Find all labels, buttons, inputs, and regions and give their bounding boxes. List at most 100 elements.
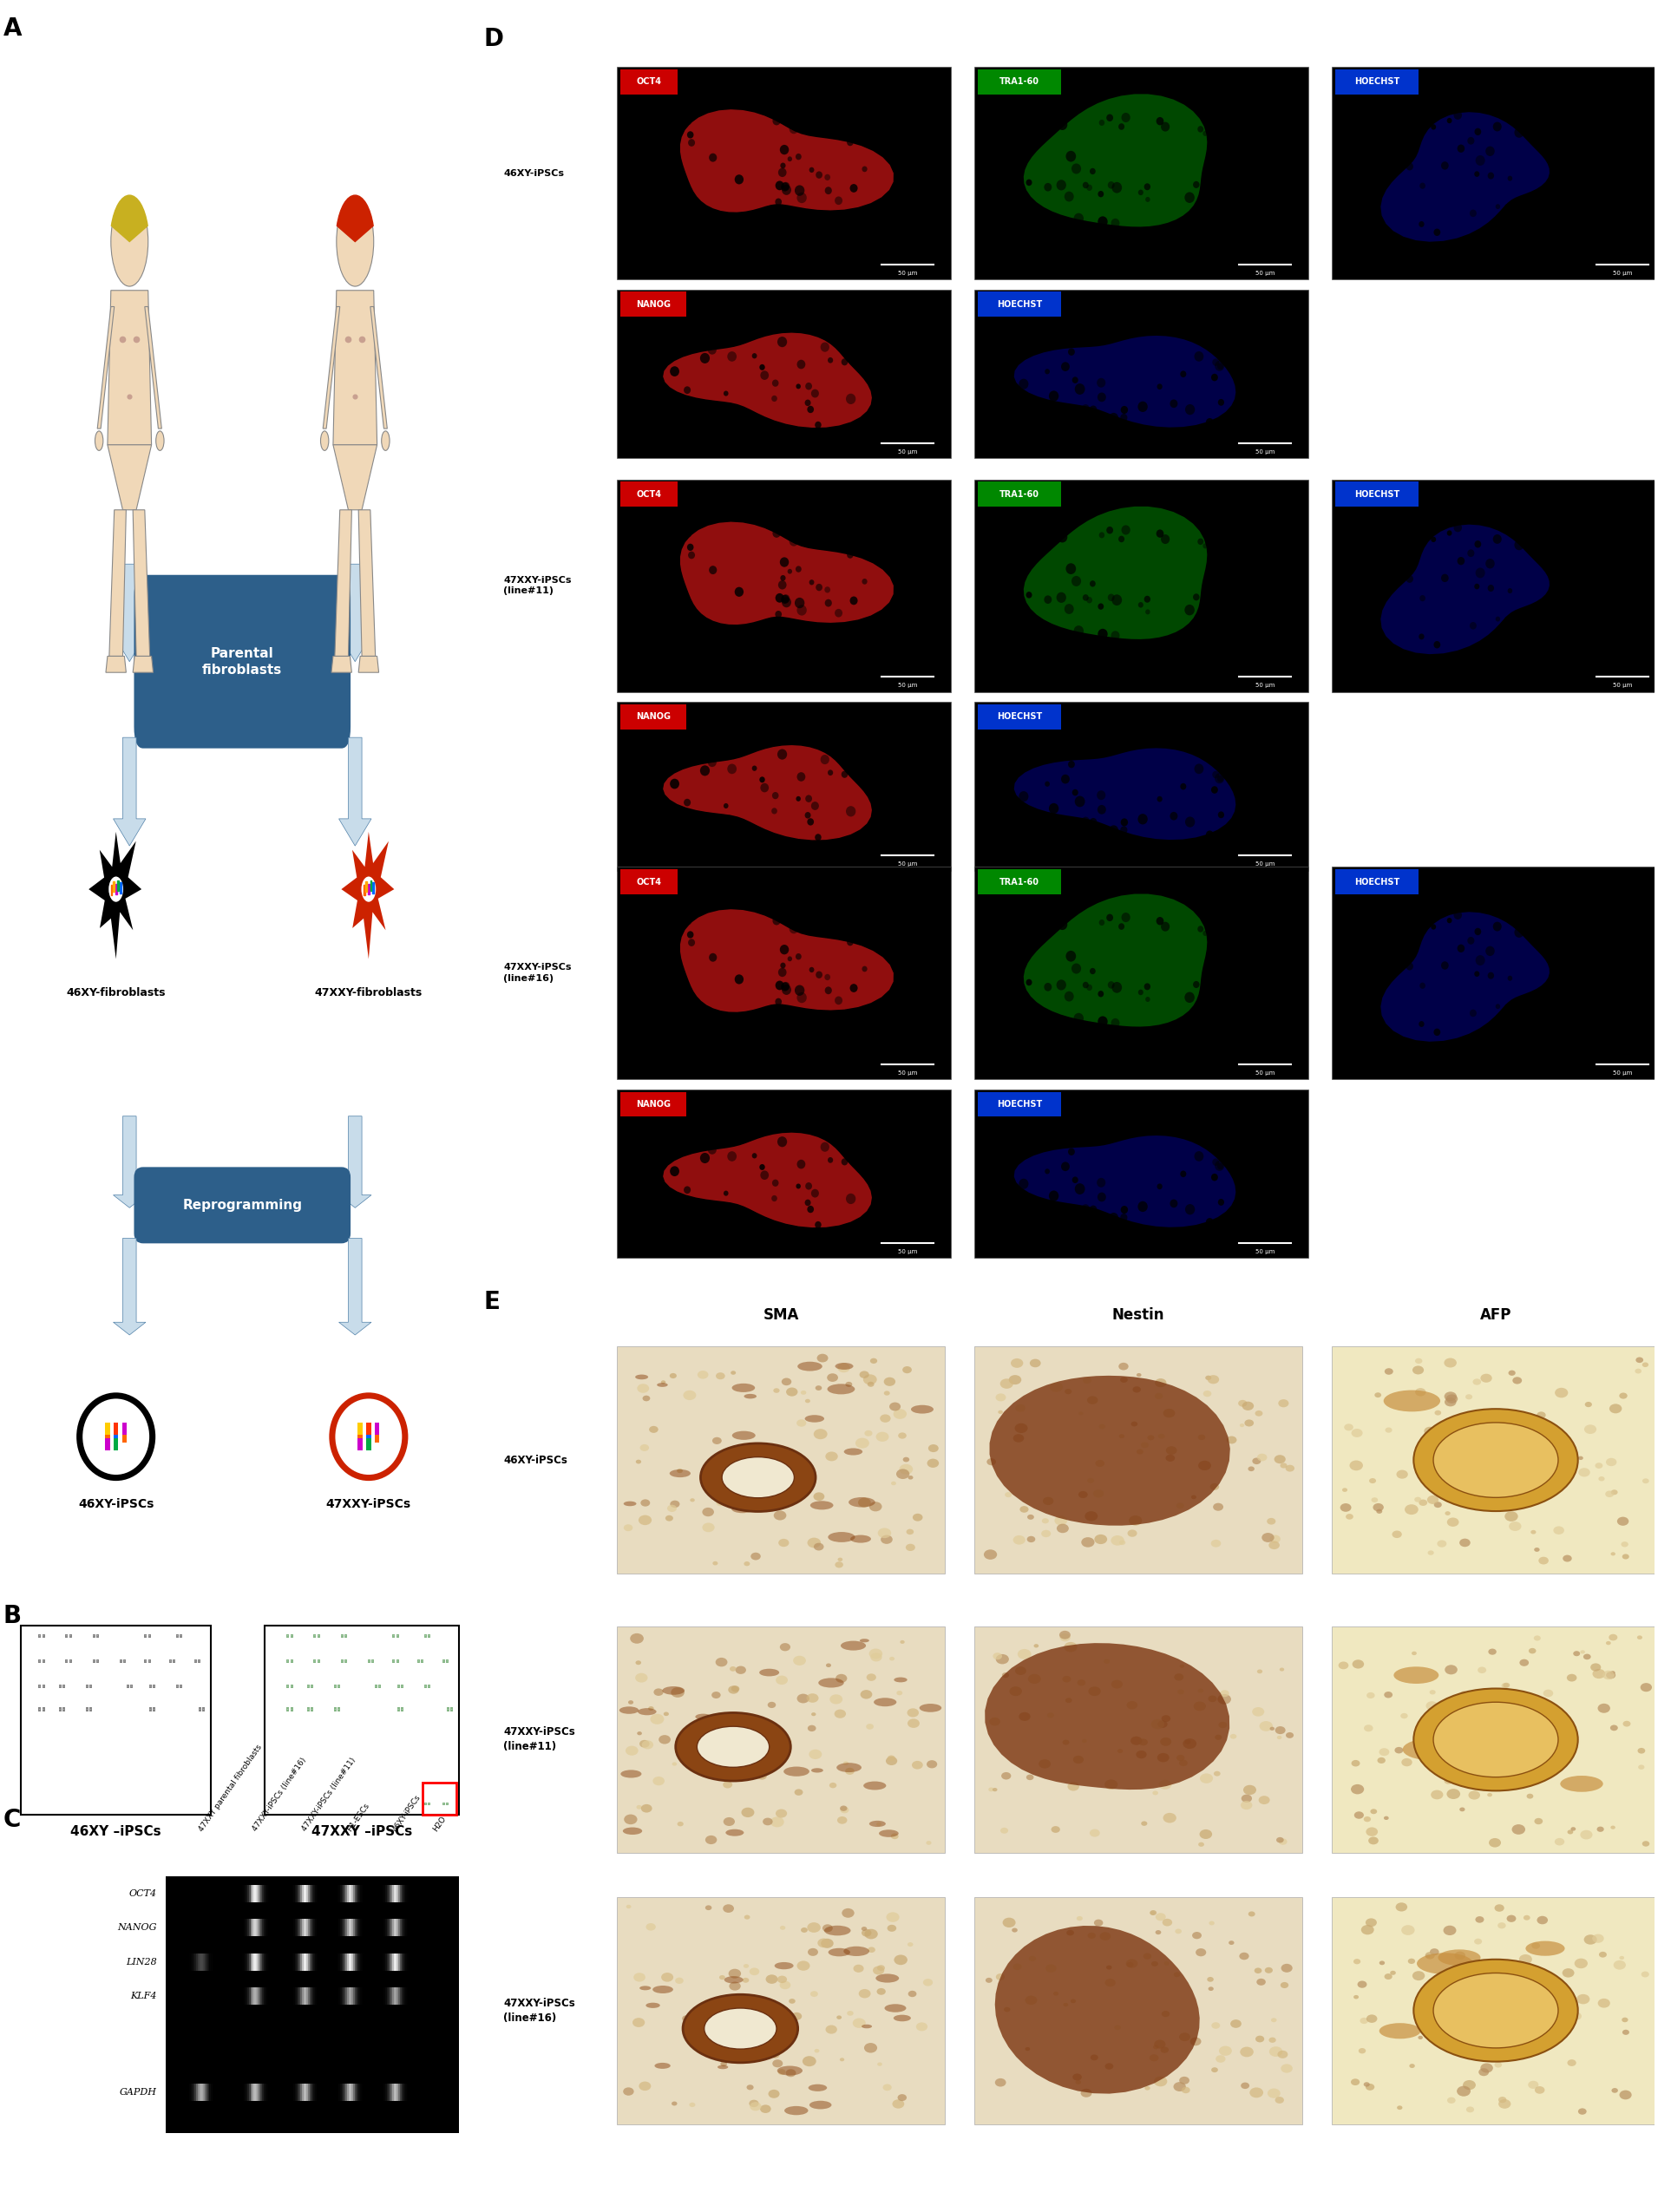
Circle shape — [1554, 1387, 1567, 1398]
Circle shape — [724, 392, 729, 396]
Circle shape — [1492, 535, 1502, 544]
Circle shape — [775, 611, 782, 617]
Circle shape — [780, 1927, 785, 1929]
Circle shape — [1111, 1219, 1116, 1225]
Circle shape — [1136, 1449, 1143, 1455]
Circle shape — [1039, 1013, 1044, 1020]
Circle shape — [321, 431, 329, 451]
Circle shape — [1581, 1829, 1592, 1840]
Bar — [344, 1920, 346, 1936]
Bar — [297, 1989, 299, 2004]
Circle shape — [1574, 1958, 1587, 1969]
Circle shape — [1203, 931, 1208, 936]
Bar — [409, 1953, 413, 1971]
Bar — [388, 2084, 389, 2101]
Circle shape — [752, 354, 757, 358]
Bar — [42, 1635, 45, 1637]
Polygon shape — [105, 657, 125, 672]
Circle shape — [343, 1407, 396, 1467]
Bar — [294, 1989, 296, 2004]
Circle shape — [846, 630, 854, 641]
Circle shape — [847, 551, 854, 557]
Circle shape — [1121, 1206, 1128, 1214]
Circle shape — [1049, 803, 1059, 814]
Bar — [185, 2084, 189, 2101]
Circle shape — [1023, 106, 1028, 113]
Circle shape — [802, 739, 805, 743]
Bar — [403, 1885, 406, 1902]
Circle shape — [1041, 1517, 1049, 1524]
Circle shape — [95, 431, 104, 451]
Circle shape — [719, 1975, 725, 1980]
Bar — [105, 1438, 110, 1451]
Circle shape — [1509, 1522, 1521, 1531]
Circle shape — [1369, 1478, 1375, 1484]
Circle shape — [866, 1723, 874, 1730]
Polygon shape — [1024, 894, 1206, 1026]
Circle shape — [1268, 1542, 1280, 1548]
Circle shape — [1462, 1703, 1469, 1708]
Circle shape — [747, 1754, 759, 1763]
Bar — [354, 1989, 358, 2004]
Bar — [391, 1953, 394, 1971]
Circle shape — [1343, 1425, 1354, 1431]
Circle shape — [841, 358, 847, 365]
Circle shape — [630, 1632, 643, 1644]
Circle shape — [1270, 1535, 1280, 1544]
Bar — [127, 1683, 129, 1688]
Circle shape — [1206, 1219, 1213, 1225]
Circle shape — [1086, 184, 1093, 190]
Bar — [358, 1953, 361, 1971]
Circle shape — [780, 1644, 790, 1650]
Circle shape — [662, 757, 670, 768]
Circle shape — [705, 1905, 712, 1911]
Circle shape — [688, 1031, 693, 1037]
Circle shape — [859, 1989, 871, 1997]
Circle shape — [1475, 155, 1486, 166]
Bar — [348, 1885, 351, 1902]
Circle shape — [1180, 644, 1186, 650]
Circle shape — [1275, 2097, 1283, 2104]
Bar — [341, 1989, 343, 2004]
Bar — [262, 1920, 264, 1936]
Circle shape — [744, 1964, 749, 1969]
Bar — [271, 1953, 272, 1971]
Bar — [242, 1885, 244, 1902]
Circle shape — [1481, 2064, 1492, 2073]
Bar — [406, 1953, 409, 1971]
Circle shape — [688, 230, 693, 237]
Circle shape — [986, 1978, 993, 1982]
Bar — [190, 2084, 194, 2101]
Circle shape — [1161, 1714, 1171, 1721]
Circle shape — [1205, 529, 1213, 538]
Circle shape — [1278, 1838, 1287, 1845]
Circle shape — [807, 405, 814, 414]
Bar — [316, 1989, 319, 2004]
Bar — [617, 1898, 946, 2124]
Circle shape — [815, 834, 822, 841]
Bar — [344, 1989, 346, 2004]
Circle shape — [1240, 1953, 1248, 1960]
Circle shape — [1064, 604, 1074, 615]
Circle shape — [1579, 1469, 1591, 1478]
Circle shape — [807, 1725, 815, 1732]
Bar — [343, 1953, 344, 1971]
Bar — [620, 703, 687, 730]
Bar — [336, 2084, 338, 2101]
Circle shape — [1156, 117, 1163, 126]
Circle shape — [1350, 2079, 1360, 2086]
Circle shape — [1088, 1933, 1096, 1938]
Circle shape — [764, 1469, 772, 1473]
Circle shape — [1063, 1677, 1071, 1683]
Bar — [399, 1989, 403, 2004]
Circle shape — [1494, 2062, 1502, 2068]
Text: 50 μm: 50 μm — [1613, 684, 1633, 688]
Bar — [356, 1989, 359, 2004]
Circle shape — [628, 1701, 633, 1703]
Circle shape — [1454, 522, 1462, 533]
Circle shape — [1180, 2077, 1190, 2084]
Circle shape — [1049, 920, 1058, 929]
Bar — [247, 1989, 249, 2004]
Circle shape — [1211, 358, 1220, 365]
Circle shape — [1111, 219, 1120, 228]
